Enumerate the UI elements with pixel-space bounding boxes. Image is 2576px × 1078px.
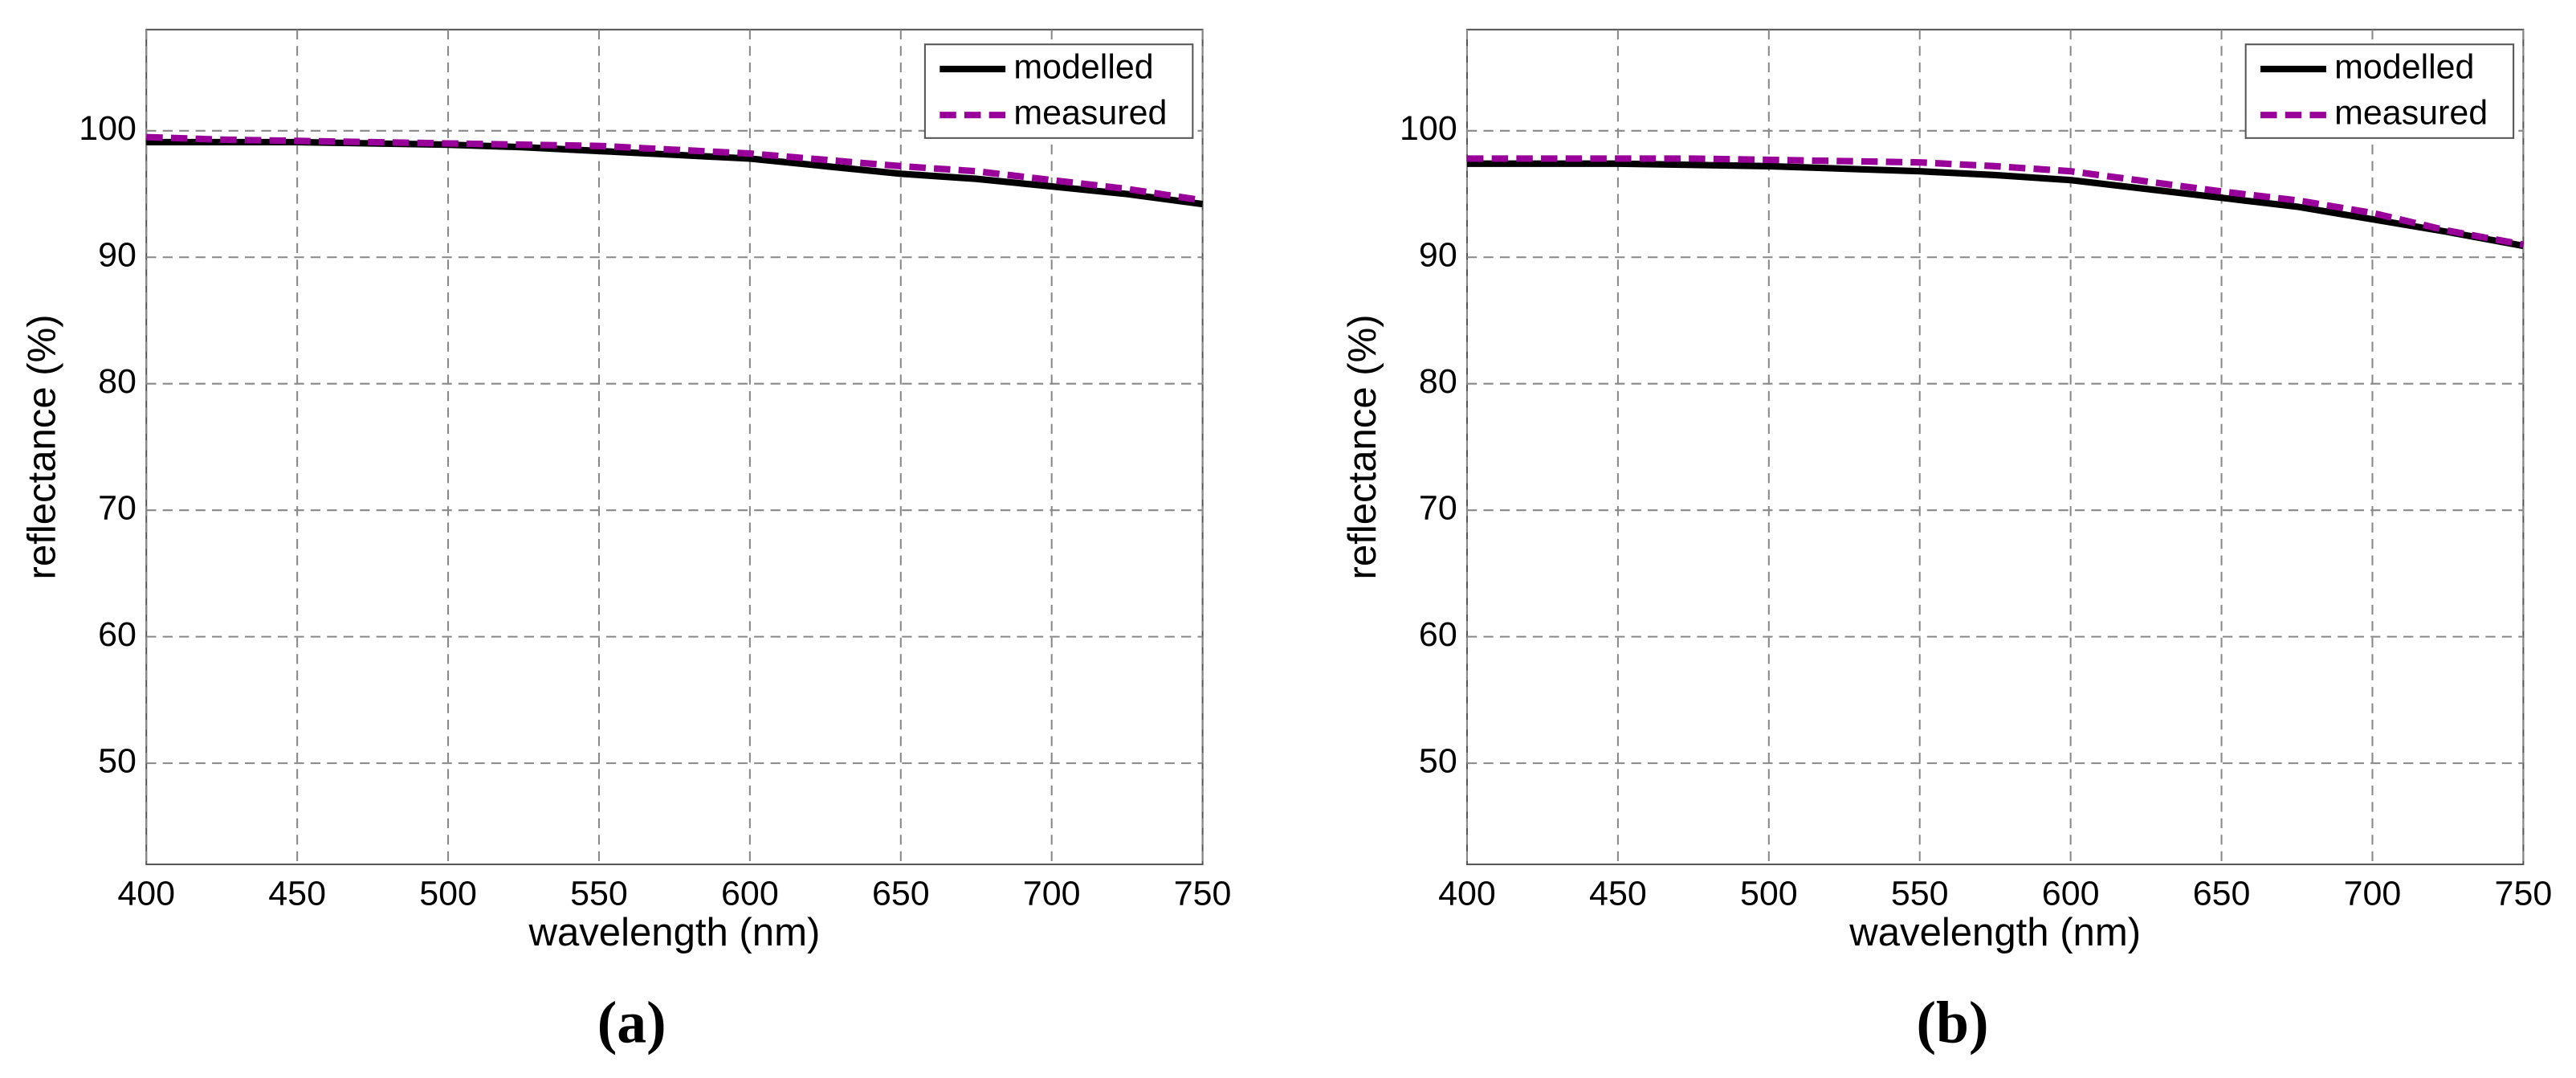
y-tick-label: 80: [1419, 362, 1457, 401]
x-tick-label: 700: [1023, 874, 1081, 913]
x-tick-label: 500: [1740, 874, 1798, 913]
y-tick-label: 90: [98, 236, 137, 275]
y-tick-label: 60: [1419, 615, 1457, 654]
y-tick-label: 100: [79, 109, 137, 148]
legend-label: measured: [1013, 94, 1167, 133]
x-tick-label: 600: [721, 874, 779, 913]
data-line: [146, 133, 1204, 204]
x-tick-label: 450: [1589, 874, 1647, 913]
x-tick-label: 650: [2193, 874, 2251, 913]
y-tick-label: 80: [98, 362, 137, 401]
x-tick-label: 450: [268, 874, 326, 913]
x-tick-label: 500: [419, 874, 477, 913]
y-tick-label: 50: [1419, 741, 1457, 780]
legend-label: modelled: [1013, 47, 1153, 86]
caption: (b): [1917, 990, 1989, 1056]
x-tick-label: 550: [570, 874, 628, 913]
plot-area: [1465, 28, 2525, 866]
x-tick-label: 400: [1438, 874, 1496, 913]
x-axis-label: wavelength (nm): [528, 911, 821, 954]
y-tick-label: 100: [1400, 109, 1457, 148]
plot-area: [145, 28, 1204, 866]
x-tick-label: 650: [872, 874, 930, 913]
x-tick-label: 400: [117, 874, 175, 913]
legend-label: modelled: [2334, 47, 2474, 86]
data-line: [1466, 160, 2525, 250]
x-tick-label: 750: [1174, 874, 1232, 913]
y-axis-label: reflectance (%): [1341, 314, 1384, 579]
x-tick-label: 700: [2344, 874, 2402, 913]
x-tick-label: 600: [2042, 874, 2100, 913]
x-tick-label: 750: [2495, 874, 2553, 913]
x-axis-label: wavelength (nm): [1848, 911, 2141, 954]
caption: (a): [597, 990, 666, 1056]
legend-box: [2244, 43, 2515, 139]
legend-box: [923, 43, 1194, 139]
y-axis-label: reflectance (%): [20, 314, 63, 579]
y-tick-label: 70: [98, 489, 137, 528]
y-tick-label: 90: [1419, 236, 1457, 275]
legend-label: measured: [2334, 94, 2488, 133]
data-line: [1466, 155, 2525, 248]
y-tick-label: 70: [1419, 489, 1457, 528]
y-tick-label: 60: [98, 615, 137, 654]
x-tick-label: 550: [1891, 874, 1949, 913]
y-tick-label: 50: [98, 741, 137, 780]
